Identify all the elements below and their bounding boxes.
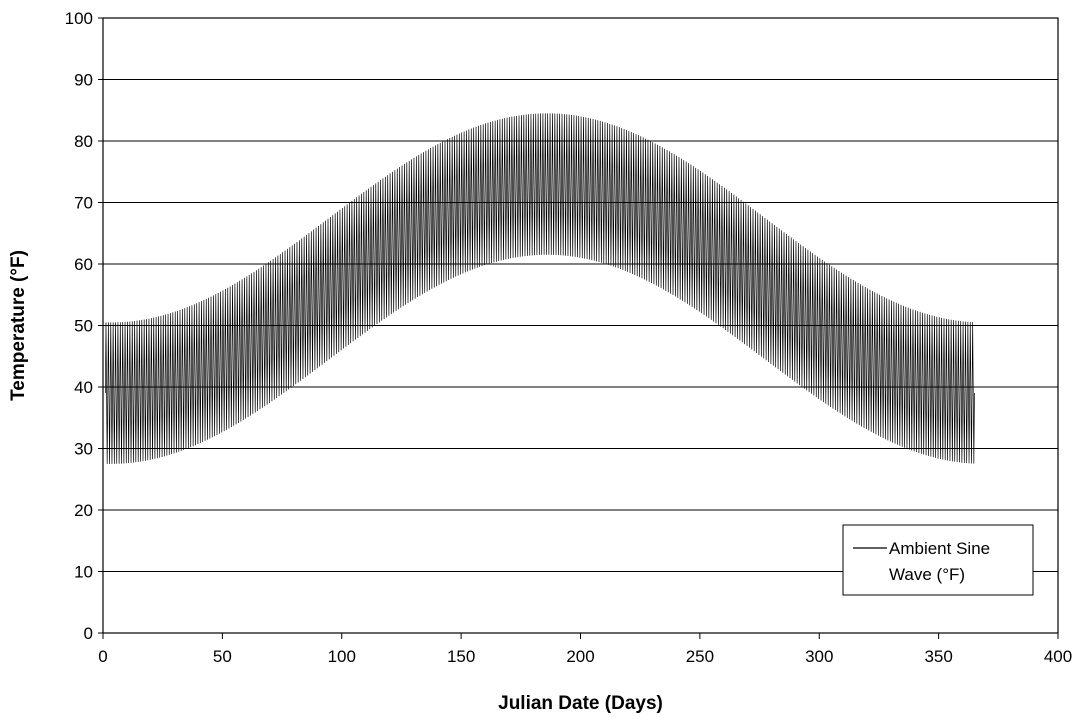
legend: Ambient Sine Wave (°F) [842,524,1034,596]
x-tick-label-250: 250 [686,647,714,666]
x-tick-label-0: 0 [98,647,107,666]
x-tick-label-400: 400 [1044,647,1072,666]
series-line-ambient-sine-wave [105,113,975,464]
x-axis-title: Julian Date (Days) [498,693,663,714]
x-tick-label-100: 100 [328,647,356,666]
y-tick-label-80: 80 [74,132,93,151]
y-axis-ticks: 0 10 20 30 40 50 60 70 80 90 100 [65,9,103,643]
x-tick-label-200: 200 [566,647,594,666]
legend-box [842,524,1034,596]
legend-label-line-1: Ambient Sine [889,539,990,558]
x-tick-label-300: 300 [805,647,833,666]
x-tick-label-350: 350 [924,647,952,666]
y-tick-label-100: 100 [65,9,93,28]
y-tick-label-70: 70 [74,194,93,213]
y-tick-label-10: 10 [74,563,93,582]
y-tick-label-0: 0 [84,624,93,643]
x-tick-label-50: 50 [213,647,232,666]
y-tick-label-60: 60 [74,255,93,274]
y-tick-label-20: 20 [74,501,93,520]
legend-label-line-2: Wave (°F) [889,565,965,584]
y-tick-label-30: 30 [74,440,93,459]
x-axis-ticks: 0 50 100 150 200 250 300 350 400 [98,633,1072,666]
y-axis-title: Temperature (°F) [8,250,29,401]
x-tick-label-150: 150 [447,647,475,666]
y-tick-label-50: 50 [74,317,93,336]
y-tick-label-90: 90 [74,71,93,90]
y-tick-label-40: 40 [74,378,93,397]
plot-area-border [102,17,1059,634]
